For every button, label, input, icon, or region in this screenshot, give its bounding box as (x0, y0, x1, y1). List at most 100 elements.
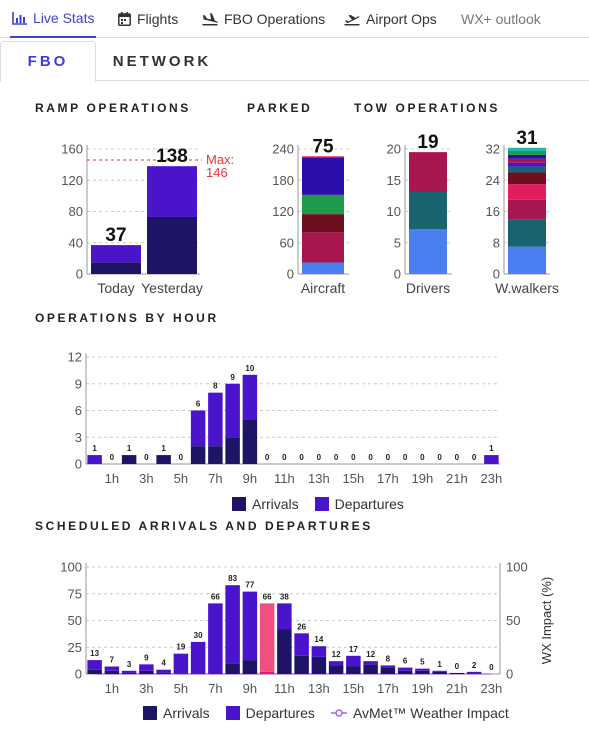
bar-total-label: 0 (144, 453, 149, 462)
plane-takeoff-icon (344, 14, 360, 26)
x-tick-label: 9h (243, 471, 257, 486)
section-title-operations-by-hour: OPERATIONS BY HOUR (35, 311, 219, 325)
top-nav: Live Stats Flights FBO Operations Airpor… (0, 0, 589, 38)
bar-segment (409, 152, 447, 192)
bar-arrivals (328, 665, 344, 674)
bar-segment (508, 246, 546, 274)
bar-segment (508, 166, 546, 173)
legend-label-weather-impact: AvMet™ Weather Impact (352, 705, 509, 721)
bar-arrivals (121, 672, 137, 674)
bar-departures (242, 591, 258, 661)
bar-total-label: 0 (420, 453, 425, 462)
bar-total-label: 0 (386, 453, 391, 462)
bar-total-label: 6 (196, 400, 201, 409)
y-right-tick-label: 100 (506, 560, 528, 575)
x-tick-label: 19h (412, 471, 434, 486)
bar-total-label: 1 (489, 444, 494, 453)
bar-departures (87, 660, 102, 670)
nav-tab-flights[interactable]: Flights (118, 0, 178, 38)
bar-departures (363, 661, 378, 665)
bar-total-label: 75 (312, 136, 334, 157)
y-tick-label: 6 (75, 403, 82, 418)
x-tick-label: 1h (105, 471, 119, 486)
bar-departures (190, 410, 206, 447)
nav-tab-airport-ops[interactable]: Airport Ops (344, 0, 437, 38)
x-tick-label: 5h (174, 681, 188, 696)
line-marker-icon (330, 709, 347, 717)
x-tick-label: 3h (139, 681, 153, 696)
bar-departures (380, 665, 396, 668)
bar-total-label: 83 (228, 574, 237, 583)
y-tick-label: 12 (68, 350, 82, 365)
nav-tab-fbo-operations[interactable]: FBO Operations (202, 0, 325, 38)
bar-total-label: 138 (156, 146, 188, 167)
y-tick-label: 20 (387, 142, 401, 157)
legend-swatch (225, 706, 240, 720)
bar-departures (328, 661, 344, 666)
y-tick-label: 40 (69, 235, 83, 250)
bar-total-label: 0 (403, 453, 408, 462)
y-tick-label: 3 (75, 430, 82, 445)
y-tick-label: 0 (75, 667, 82, 682)
bar-total-label: 2 (472, 661, 477, 670)
y-tick-label: 0 (394, 267, 401, 282)
bar-segment (508, 147, 546, 151)
x-tick-label: 11h (274, 681, 295, 696)
x-tick-label: Today (97, 280, 134, 296)
bar-segment (302, 156, 344, 158)
sub-tabs: FBO NETWORK (0, 41, 589, 82)
bar-departures (156, 669, 171, 673)
tab-network[interactable]: NETWORK (112, 52, 212, 70)
x-tick-label: 15h (343, 471, 365, 486)
tab-fbo[interactable]: FBO (0, 41, 96, 82)
bar-total-label: 66 (211, 592, 220, 601)
max-label: Max: (206, 152, 234, 167)
bar-departures (242, 374, 258, 420)
nav-tab-label: Live Stats (33, 10, 95, 26)
bar-total-label: 38 (280, 592, 289, 601)
bar-arrivals (259, 671, 275, 674)
nav-tab-label: WX+ outlook (461, 11, 541, 27)
bar-arrivals (139, 670, 154, 674)
bar-arrivals (190, 446, 206, 464)
y-tick-label: 32 (486, 142, 500, 157)
x-tick-label: 17h (377, 471, 399, 486)
bar-departures (225, 383, 240, 438)
x-tick-label: 5h (174, 471, 188, 486)
bar-total-label: 31 (516, 128, 538, 149)
bar-total-label: 1 (437, 660, 442, 669)
legend-item-weather-impact[interactable]: AvMet™ Weather Impact (330, 705, 509, 721)
y-tick-label: 120 (272, 204, 294, 219)
bar-departures (432, 670, 447, 672)
bar-total-label: 30 (194, 631, 203, 640)
x-tick-label: Drivers (406, 280, 450, 296)
nav-tab-live-stats[interactable]: Live Stats (10, 0, 97, 38)
legend-item-departures[interactable]: Departures (314, 496, 404, 512)
legend-item-arrivals[interactable]: Arrivals (143, 705, 210, 721)
x-tick-label: 13h (308, 471, 330, 486)
x-tick-label: 11h (274, 471, 295, 486)
bar-arrivals (380, 667, 396, 674)
bar-total-label: 0 (437, 453, 442, 462)
bar-total-label: 0 (317, 453, 322, 462)
y-right-tick-label: 50 (506, 613, 520, 628)
bar-segment (508, 184, 546, 200)
y-tick-label: 160 (61, 142, 83, 157)
legend-item-arrivals[interactable]: Arrivals (232, 496, 299, 512)
x-tick-label: 1h (105, 681, 119, 696)
bar-arrivals (449, 672, 465, 674)
bar-total-label: 10 (245, 364, 254, 373)
bar-arrivals (91, 262, 141, 274)
legend-item-departures[interactable]: Departures (225, 705, 315, 721)
y-tick-label: 60 (280, 235, 294, 250)
bar-arrivals (104, 670, 120, 674)
section-title-scheduled: SCHEDULED ARRIVALS AND DEPARTURES (35, 519, 373, 533)
x-tick-label: W.walkers (495, 280, 559, 296)
bar-departures (346, 655, 361, 667)
bar-total-label: 0 (489, 663, 494, 672)
nav-tab-wx-outlook[interactable]: WX+ outlook (461, 0, 541, 38)
bar-departures (311, 646, 327, 657)
nav-tab-label: Flights (137, 11, 179, 27)
